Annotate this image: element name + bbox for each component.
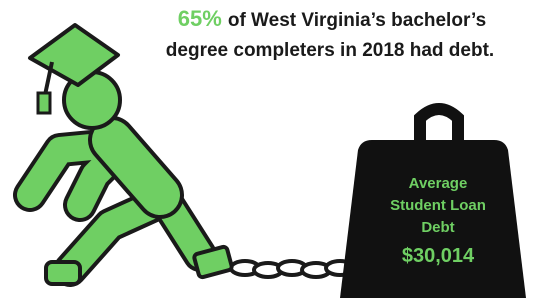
infographic: 65% of West Virginia’s bachelor’s degree … <box>0 0 541 301</box>
headline-line2: degree completers in 2018 had debt. <box>166 40 494 61</box>
headline-highlight: 65% <box>178 6 222 31</box>
graduate-figure <box>30 25 233 284</box>
weight-label: Student Loan <box>390 197 486 214</box>
weight-label: Average <box>409 175 468 192</box>
headline-text: of West Virginia’s bachelor’s <box>228 10 486 31</box>
chain <box>231 261 354 277</box>
weight-label: Debt <box>421 219 454 236</box>
weight-amount: $30,014 <box>402 245 475 267</box>
headline-line1: 65% of West Virginia’s bachelor’s <box>178 6 486 31</box>
